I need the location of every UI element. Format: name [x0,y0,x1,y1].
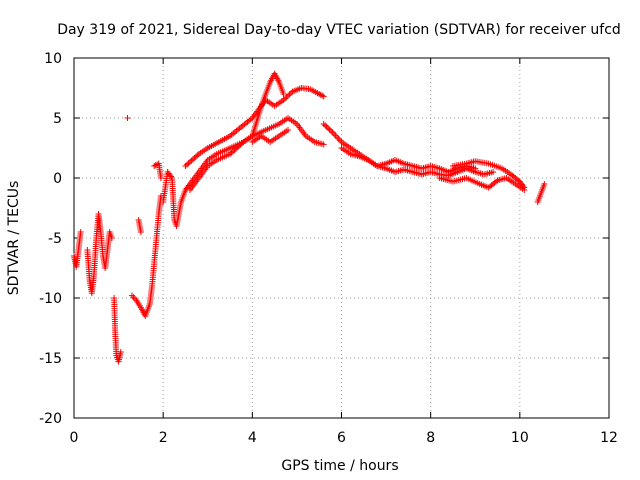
data-point [124,115,131,121]
data-point [521,184,528,191]
x-tick-label: 12 [600,430,618,446]
data-point [287,90,294,96]
data-point [186,159,193,165]
x-tick-label: 6 [337,430,346,446]
series-sat-j [186,115,327,193]
data-point [328,128,335,134]
x-tick-labels: 0 2 4 6 8 10 12 [70,430,618,446]
data-point [280,91,287,97]
y-tick-label: -5 [48,231,62,247]
series-sat-c [111,295,124,365]
data-point [282,95,289,102]
series-sat-d [124,115,131,121]
data-point [192,153,199,160]
data-point [490,169,497,175]
y-tick-labels: -20 -15 -10 -5 0 5 10 [39,51,62,427]
data-point [194,152,201,159]
data-point [232,145,239,152]
data-point [319,92,326,99]
data-point [157,175,164,181]
data-point [283,94,290,101]
data-point [320,93,327,100]
data-point [235,143,242,149]
chart-title: Day 319 of 2021, Sidereal Day-to-day VTE… [57,22,621,38]
data-point [515,177,522,184]
y-tick-label: -20 [39,411,62,427]
data-point [280,97,287,103]
data-point [326,126,333,133]
x-tick-label: 2 [159,430,168,446]
data-point [286,91,293,98]
x-tick-label: 0 [70,430,79,446]
series-sat-b [84,211,115,297]
data-point [188,157,195,164]
data-point [320,121,327,127]
x-tick-label: 4 [248,430,257,446]
data-point [185,160,192,167]
y-tick-label: 10 [44,51,62,67]
data-point [234,144,241,151]
data-point [285,92,291,99]
data-point [231,147,238,153]
series-sat-a [71,229,84,270]
x-axis-label: GPS time / hours [281,458,398,474]
series-sat-o [449,158,528,191]
series-sat-i [182,85,327,169]
series-sat-g [151,160,164,181]
data-point [77,229,84,235]
data-point [325,125,332,132]
data-point [237,141,244,148]
data-point [108,235,115,241]
data-point [493,178,500,185]
data-point [320,141,327,148]
data-point [183,161,190,168]
data-point [227,151,234,157]
data-point [323,123,330,130]
series-sat-p [534,181,548,205]
series-sat-f [135,217,144,235]
axis-ticks [73,57,610,419]
series-sat-e [128,193,164,319]
y-tick-label: 0 [53,171,62,187]
data-point [189,156,196,163]
data-point [117,349,124,355]
data-point [285,127,291,133]
x-tick-label: 8 [426,430,435,446]
y-tick-label: 5 [53,111,62,127]
y-tick-label: -15 [39,351,62,367]
data-point [182,163,189,169]
data-series [71,70,548,365]
y-axis-label: SDTVAR / TECUs [6,181,22,296]
series-sat-m [338,145,497,179]
x-tick-label: 10 [511,430,529,446]
data-point [541,181,548,187]
y-tick-label: -10 [39,291,62,307]
data-point [230,148,237,155]
data-point [238,140,245,147]
data-point [137,229,144,235]
data-point [228,149,235,156]
series-sat-h [160,70,287,229]
data-point [191,155,198,161]
series-sat-k [249,127,291,145]
data-point [322,122,329,129]
